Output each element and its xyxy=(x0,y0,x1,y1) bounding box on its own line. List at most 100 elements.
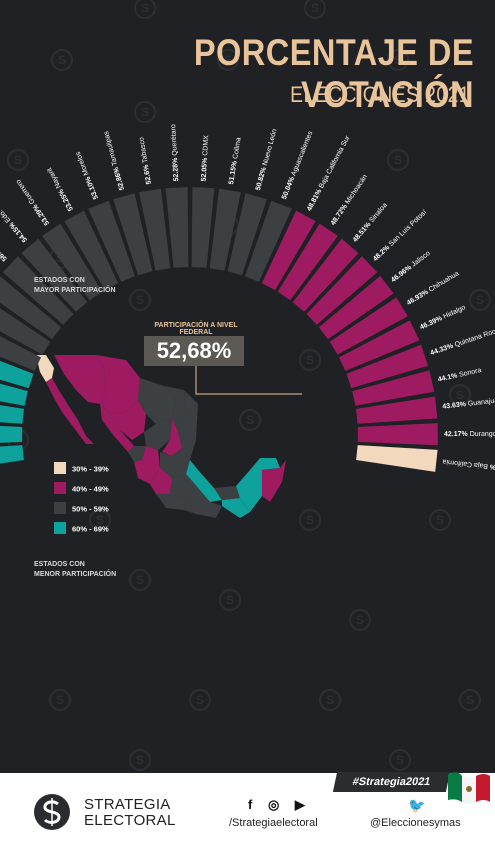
map-quintana-roo xyxy=(262,460,286,502)
bar-puebla xyxy=(2,256,74,325)
map-coahuila xyxy=(138,378,176,424)
social-handle-facebook[interactable]: /Strategiaelectoral xyxy=(229,817,318,829)
svg-text:S: S xyxy=(226,593,234,607)
map-sinaloa xyxy=(100,404,134,452)
bar-chiapas xyxy=(0,383,28,406)
brand-line-2: ELECTORAL xyxy=(84,812,176,829)
map-slp xyxy=(162,418,182,456)
svg-text:S: S xyxy=(56,693,64,707)
svg-text:S: S xyxy=(141,1,149,15)
page-subtitle: ELECCIONES 2021 xyxy=(290,82,470,107)
legend-swatch-1 xyxy=(54,482,66,494)
mexico-map xyxy=(36,355,286,518)
federal-title: PARTICIPACIÓN A NIVEL FEDERAL xyxy=(154,322,238,336)
bar-durango xyxy=(357,423,438,446)
svg-text:S: S xyxy=(224,53,232,67)
svg-text:S: S xyxy=(466,693,474,707)
bar-yucatan xyxy=(0,405,24,424)
svg-text:S: S xyxy=(436,513,444,527)
map-tamaulipas xyxy=(178,390,198,460)
bar-label-baja-california: 38.57% Baja California xyxy=(442,458,495,472)
bar-hidalgo xyxy=(339,320,420,371)
map-puebla xyxy=(170,474,198,498)
mayor-participacion-label: ESTADOS CON MAYOR PARTICIPACIÓN xyxy=(34,277,116,294)
svg-text:S: S xyxy=(394,53,402,67)
map-campeche xyxy=(236,470,262,512)
bar-baja-california-sur xyxy=(261,210,316,291)
svg-text:S: S xyxy=(246,413,254,427)
bar-quintana-roo xyxy=(346,344,429,389)
brand-line-1: STRATEGIA xyxy=(84,796,171,813)
bar-sinaloa xyxy=(292,238,359,312)
map-nuevo-leon xyxy=(164,386,186,432)
svg-text:S: S xyxy=(196,693,204,707)
svg-text:S: S xyxy=(96,513,104,527)
bar-oaxaca xyxy=(0,276,62,340)
svg-text:S: S xyxy=(306,513,314,527)
map-zacatecas xyxy=(144,418,172,450)
bar-label-cdmx: 52.05% CDMX xyxy=(201,135,211,182)
bar-label-queretaro: 52.28% Querétaro xyxy=(170,124,180,182)
bar-zacatecas xyxy=(0,308,51,355)
map-tabasco xyxy=(214,486,240,500)
page-title: PORCENTAJE DE VOTACIÓN xyxy=(193,32,474,115)
bar-label-aguascalientes: 50.04% Aguascalientes xyxy=(281,130,315,201)
social-handle-twitter[interactable]: @Eleccionesymas xyxy=(370,817,461,829)
map-veracruz xyxy=(186,460,222,502)
bar-tlaxcala xyxy=(0,445,24,464)
map-nayarit xyxy=(128,446,146,462)
map-baja-california xyxy=(36,355,54,382)
bar-label-jalisco: 46.96% Jalisco xyxy=(390,250,432,284)
bar-label-guerrero: 53.29% Guerrero xyxy=(15,178,51,226)
federal-value: 52,68% xyxy=(144,336,244,366)
legend-swatch-2 xyxy=(54,502,66,514)
bar-guanajuato xyxy=(356,396,438,424)
svg-text:S: S xyxy=(476,293,484,307)
bar-label-hidalgo: 46.39% Hidalgo xyxy=(419,304,467,331)
svg-text:S: S xyxy=(326,693,334,707)
bar-michoacan xyxy=(277,223,338,301)
bar-coahuila xyxy=(0,336,41,371)
bar-tamaulipas xyxy=(113,193,153,276)
federal-pointer xyxy=(195,366,302,395)
footer xyxy=(0,773,495,844)
brand-name: STRATEGIA ELECTORAL xyxy=(84,797,176,829)
bar-label-puebla: 56.03% Puebla xyxy=(0,224,9,262)
bar-nuevo-leon xyxy=(227,193,267,276)
map-oaxaca xyxy=(184,488,222,518)
bar-label-tabasco: 52.6% Tabasco xyxy=(138,136,153,184)
bar-sonora xyxy=(352,370,435,406)
legend-label-2: 50% - 59% xyxy=(72,505,109,514)
bar-edo-de-mex xyxy=(21,238,88,312)
bar-nayarit xyxy=(64,210,119,291)
bar-tabasco xyxy=(139,188,171,271)
hashtag-badge: #Strategia2021 xyxy=(332,772,451,792)
legend-swatch-3 xyxy=(54,522,66,534)
svg-text:S: S xyxy=(306,353,314,367)
bar-label-chihuahua: 46.93% Chihuahua xyxy=(406,270,461,307)
bar-label-durango: 42.17% Durango xyxy=(444,431,495,438)
bar-queretaro xyxy=(165,187,189,268)
bar-chihuahua xyxy=(329,297,408,355)
twitter-icon: 🐦 xyxy=(408,797,426,813)
map-chihuahua xyxy=(96,355,140,414)
map-baja-california-sur xyxy=(46,378,94,444)
bar-label-michoacan: 48.72% Michoacán xyxy=(330,173,369,226)
bar-label-tamaulipas: 52.86% Tamaulipas xyxy=(103,130,126,191)
svg-text:S: S xyxy=(136,573,144,587)
legend-label-3: 60% - 69% xyxy=(72,525,109,534)
bar-label-quintana-roo: 44.33% Quintana Roo xyxy=(429,328,495,357)
svg-text:S: S xyxy=(356,613,364,627)
legend-label-1: 40% - 49% xyxy=(72,485,109,494)
map-yucatan xyxy=(250,458,280,470)
svg-text:S: S xyxy=(136,753,144,767)
mexico-flag-icon xyxy=(448,772,490,804)
legend: 30% - 39% 40% - 49% 50% - 59% 60% - 69% xyxy=(54,462,109,534)
bar-cdmx xyxy=(191,187,215,268)
bar-guerrero xyxy=(42,223,103,301)
bar-label-sinaloa: 48.51% Sinaloa xyxy=(352,202,389,244)
svg-text:S: S xyxy=(136,293,144,307)
bar-jalisco xyxy=(318,275,394,340)
